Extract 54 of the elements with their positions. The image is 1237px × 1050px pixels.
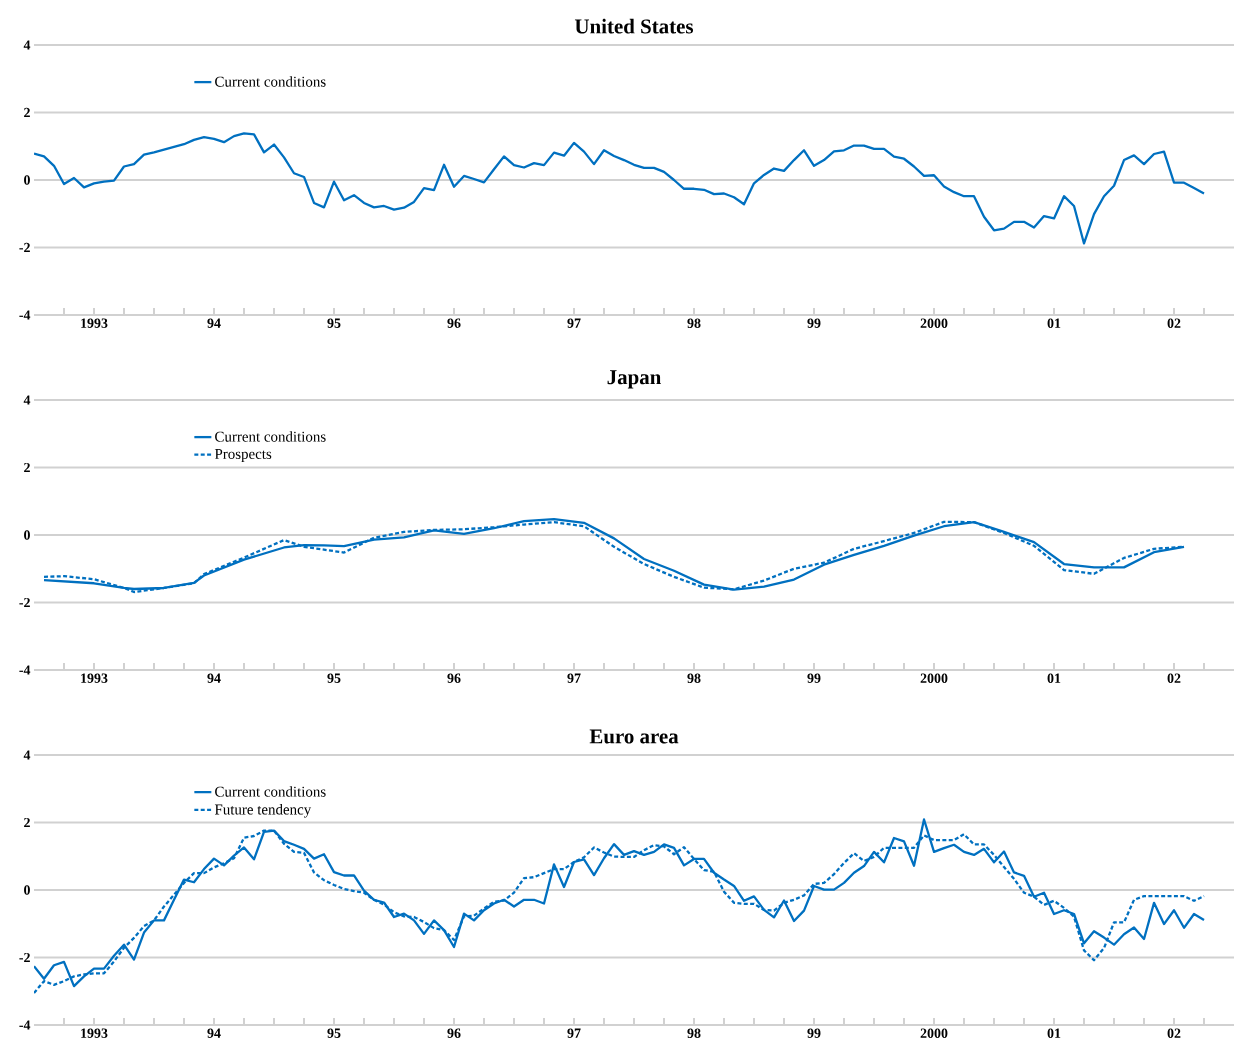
x-tick-label: 94 <box>207 673 221 683</box>
legend-label: Current conditions <box>215 431 326 442</box>
y-tick-label: -2 <box>19 952 30 963</box>
x-tick-label: 96 <box>447 673 461 683</box>
y-tick-label: 4 <box>23 750 31 760</box>
x-tick-label: 1993 <box>81 1028 108 1038</box>
x-tick-label: 97 <box>567 1028 581 1038</box>
x-tick-label: 96 <box>447 1028 461 1038</box>
y-tick-label: -2 <box>19 242 30 253</box>
y-tick-label: -4 <box>19 665 31 675</box>
x-tick-label: 97 <box>567 318 581 328</box>
chart-title: Japan <box>607 370 662 389</box>
line-series <box>34 132 1206 245</box>
x-tick-label: 95 <box>327 673 341 683</box>
y-tick-label: 2 <box>24 107 30 118</box>
x-tick-label: 94 <box>207 1028 221 1038</box>
x-tick-label: 97 <box>567 673 581 683</box>
x-tick-label: 94 <box>207 318 221 328</box>
y-tick-label: 4 <box>23 40 31 50</box>
x-tick-label: 95 <box>327 318 341 328</box>
x-tick-label: 99 <box>807 673 821 683</box>
y-tick-label: 0 <box>24 175 30 185</box>
x-tick-label: 2000 <box>920 1028 948 1038</box>
x-tick-label: 01 <box>1047 673 1061 683</box>
x-tick-label: 95 <box>327 1028 341 1038</box>
y-tick-label: -4 <box>19 1020 31 1030</box>
chart-title: Euro area <box>589 729 679 744</box>
x-tick-label: 01 <box>1047 318 1061 328</box>
legend-label: Prospects <box>214 449 272 462</box>
y-tick-label: 2 <box>24 817 30 828</box>
y-tick-label: -4 <box>19 310 31 320</box>
x-tick-label: 99 <box>807 318 821 328</box>
y-tick-label: -2 <box>19 597 30 608</box>
x-tick-label: 96 <box>447 318 461 328</box>
y-tick-label: 0 <box>24 530 30 540</box>
x-tick-label: 02 <box>1167 673 1181 683</box>
x-tick-label: 98 <box>687 673 701 683</box>
legend-label: Future tendency <box>214 804 312 818</box>
legend-label: Current conditions <box>215 76 326 87</box>
y-tick-label: 2 <box>24 462 30 473</box>
y-tick-label: 0 <box>24 885 30 895</box>
x-tick-label: 98 <box>687 1028 701 1038</box>
chart-title: United States <box>574 18 694 34</box>
x-tick-label: 98 <box>687 318 701 328</box>
x-tick-label: 2000 <box>920 673 948 683</box>
legend-label: Current conditions <box>215 786 326 797</box>
x-tick-label: 99 <box>807 1028 821 1038</box>
x-tick-label: 01 <box>1047 1028 1061 1038</box>
x-tick-label: 1993 <box>81 318 108 328</box>
x-tick-label: 1993 <box>81 673 108 683</box>
x-tick-label: 02 <box>1167 1028 1181 1038</box>
x-tick-label: 2000 <box>920 318 948 328</box>
y-tick-label: 4 <box>23 395 31 405</box>
x-tick-label: 02 <box>1167 318 1181 328</box>
